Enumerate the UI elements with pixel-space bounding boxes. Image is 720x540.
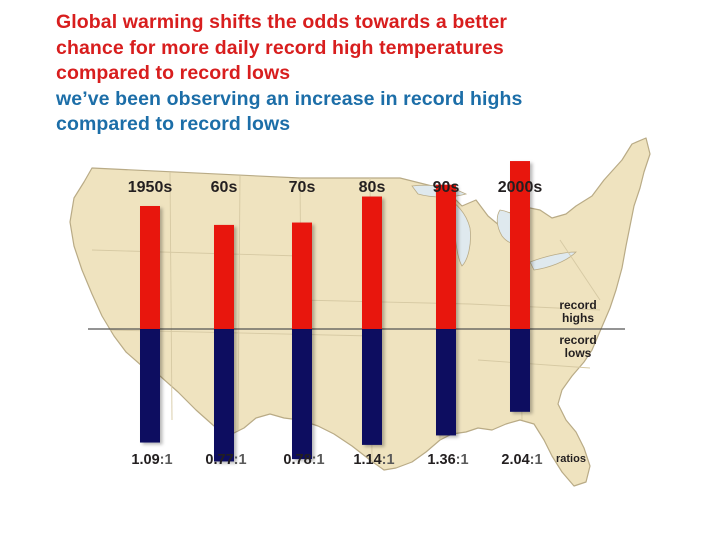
bar-record-lows-2000s [510, 329, 530, 412]
bar-record-lows-60s [214, 329, 234, 462]
ratio-label-90s: 1.36:1 [427, 452, 468, 468]
state-border [469, 303, 601, 311]
headline-line-1: Global warming shifts the odds towards a… [56, 11, 508, 33]
bar-record-lows-90s [436, 329, 456, 436]
bar-record-highs-90s [436, 184, 456, 329]
decade-label-60s: 60s [211, 179, 238, 196]
decade-label-90s: 90s [433, 179, 460, 196]
bar-record-lows-70s [292, 329, 312, 460]
decade-label-2000s: 2000s [498, 179, 543, 196]
bar-record-highs-2000s [510, 161, 530, 329]
legend-record-highs-line2: highs [562, 311, 594, 325]
bar-record-lows-80s [362, 329, 382, 445]
bar-record-highs-80s [362, 196, 382, 329]
state-border [477, 359, 591, 369]
state-border [169, 171, 173, 421]
legend-record-lows-line2: lows [565, 346, 592, 360]
bar-record-highs-70s [292, 222, 312, 329]
decade-label-80s: 80s [359, 179, 386, 196]
headline-line-5: compared to record lows [56, 113, 291, 135]
legend-record-highs-line1: record [559, 298, 596, 312]
lake-erie [529, 251, 577, 271]
ratio-label-80s: 1.14:1 [353, 452, 394, 468]
decade-label-70s: 70s [289, 179, 316, 196]
bar-record-lows-1950s [140, 329, 160, 443]
state-border [91, 249, 301, 257]
bar-record-highs-1950s [140, 206, 160, 329]
state-border [237, 175, 241, 431]
headline-line-3: compared to record lows [56, 62, 291, 84]
legend-record-lows-line1: record [559, 333, 596, 347]
state-border [559, 239, 601, 301]
ratios-label: ratios [556, 453, 586, 465]
headline: Global warming shifts the odds towards a… [56, 10, 706, 138]
headline-line-2: chance for more daily record high temper… [56, 36, 504, 59]
bar-record-highs-60s [214, 224, 234, 329]
decade-label-1950s: 1950s [128, 179, 173, 196]
ratio-label-60s: 0.77:1 [205, 452, 246, 468]
ratio-label-70s: 0.78:1 [283, 452, 324, 468]
ratio-label-1950s: 1.09:1 [131, 452, 172, 468]
headline-line-4: we’ve been observing an increase in reco… [56, 87, 523, 110]
ratio-label-2000s: 2.04:1 [501, 452, 542, 468]
